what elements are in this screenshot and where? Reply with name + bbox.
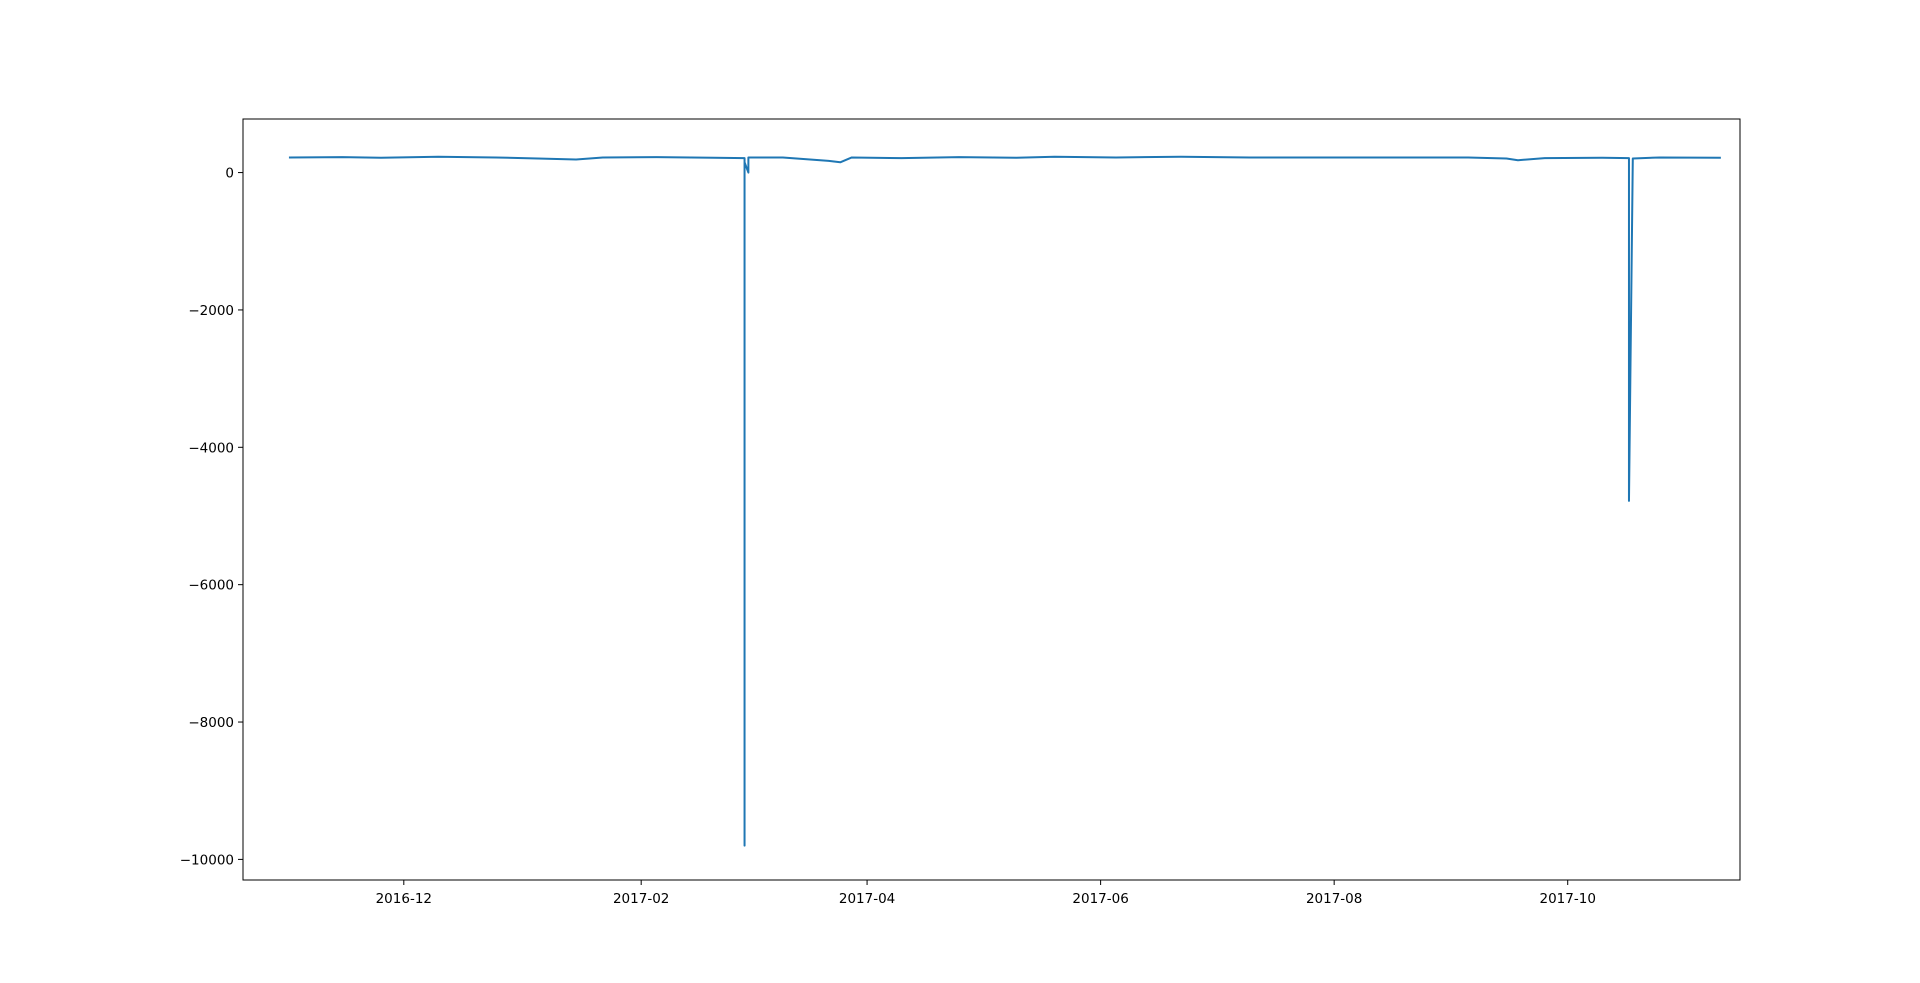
series-line-0 [288, 155, 1721, 847]
y-tick-label: −8000 [188, 715, 234, 731]
x-tick-label: 2016-12 [376, 891, 432, 907]
x-tick-label: 2017-02 [613, 891, 669, 907]
x-tick-label: 2017-04 [839, 891, 895, 907]
x-tick-label: 2017-10 [1540, 891, 1596, 907]
plot-frame [242, 118, 1741, 881]
x-axis-ticks: 2016-12 2017-02 2017-04 2017-06 2017-08 2017-… [376, 880, 1596, 907]
y-tick-label: −2000 [188, 303, 234, 319]
series-layer [288, 155, 1721, 847]
y-tick-label: 0 [225, 166, 234, 182]
y-tick-label: −4000 [188, 440, 234, 456]
x-tick-label: 2017-06 [1072, 891, 1128, 907]
y-tick-label: −10000 [180, 852, 234, 868]
x-tick-label: 2017-08 [1306, 891, 1362, 907]
y-tick-label: −6000 [188, 578, 234, 594]
y-axis-ticks: 0 −2000 −4000 −6000 −8000 −10000 [180, 166, 243, 868]
